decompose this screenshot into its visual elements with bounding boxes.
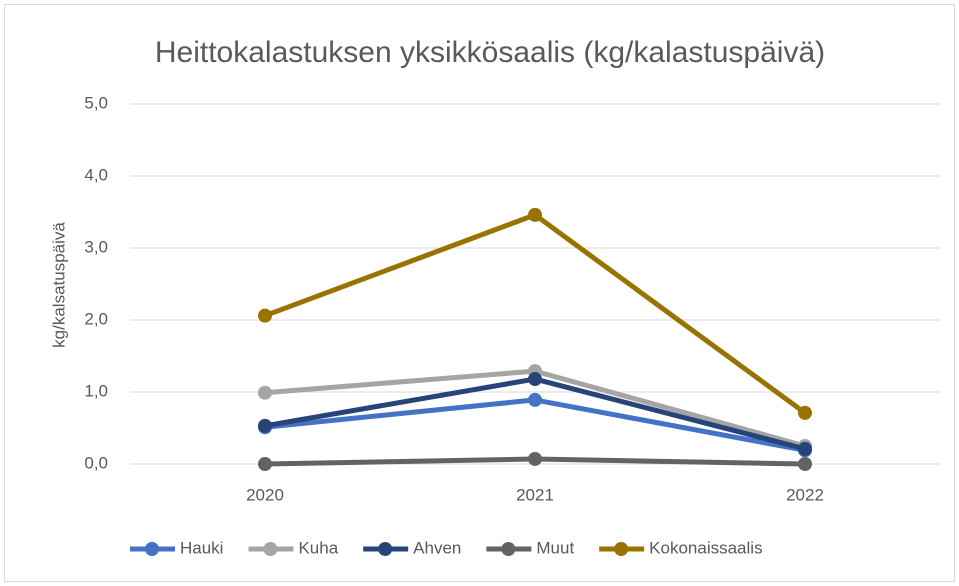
legend-marker [145,542,159,556]
y-tick-label: 5,0 [84,93,108,112]
data-point [528,207,542,222]
y-tick-label: 2,0 [84,309,108,328]
legend-label: Hauki [180,538,223,557]
x-tick-label: 2020 [246,485,284,504]
data-point [258,418,272,433]
data-point [258,385,272,400]
legend-marker [263,542,278,556]
chart-border [4,4,955,582]
legend-label: Kokonaissaalis [649,538,762,557]
data-point [258,308,272,323]
data-point [528,392,542,407]
y-tick-label: 3,0 [84,237,108,256]
data-point [798,441,812,456]
legend-label: Muut [536,538,574,557]
legend-marker [614,542,629,556]
y-tick-label: 1,0 [84,381,108,400]
x-tick-label: 2021 [516,485,554,504]
x-tick-label: 2022 [786,485,824,504]
legend-label: Ahven [413,538,461,557]
chart-title: Heittokalastuksen yksikkösaalis (kg/kala… [155,36,825,69]
y-axis-label: kg/kalsatuspäivä [49,222,68,348]
legend-marker [501,542,516,556]
data-point [258,457,272,471]
y-tick-label: 0,0 [84,453,108,472]
data-point [528,372,542,387]
data-point [798,457,812,471]
data-point [798,405,812,420]
y-tick-label: 4,0 [84,165,108,184]
legend-label: Kuha [298,538,338,557]
legend-marker [378,542,393,556]
data-point [528,451,542,466]
